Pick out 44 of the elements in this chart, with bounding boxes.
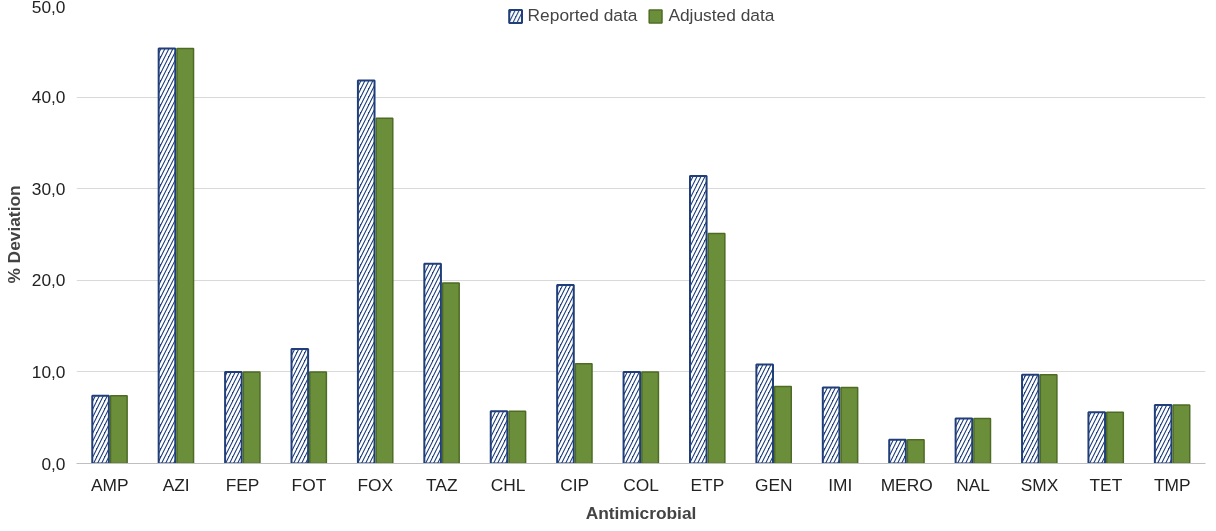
x-tick-label: AMP <box>90 474 129 495</box>
bar <box>441 282 460 464</box>
x-tick-label: FEP <box>225 474 260 495</box>
y-tick-label: 40,0 <box>31 87 66 108</box>
x-tick-label: MERO <box>880 474 933 495</box>
legend-label: Reported data <box>527 5 638 26</box>
x-axis-title: Antimicrobial <box>585 502 697 523</box>
x-tick-label: COL <box>623 474 660 495</box>
bar <box>1172 404 1191 464</box>
y-tick-label: 10,0 <box>31 361 66 382</box>
y-tick-label: 30,0 <box>31 178 66 199</box>
y-axis-title: % Deviation <box>3 185 24 284</box>
bar <box>973 417 992 464</box>
bar <box>574 362 593 464</box>
x-tick-label: CIP <box>560 474 590 495</box>
y-tick-label: 50,0 <box>31 0 66 17</box>
y-tick-label: 20,0 <box>31 270 66 291</box>
bar <box>840 386 859 464</box>
bar <box>109 394 128 464</box>
bar <box>508 410 527 464</box>
x-tick-label: FOT <box>291 474 327 495</box>
bar <box>242 371 261 464</box>
bar <box>707 232 726 464</box>
bar <box>641 371 660 464</box>
x-tick-label: FOX <box>357 474 394 495</box>
x-tick-label: GEN <box>755 474 793 495</box>
x-tick-label: CHL <box>490 474 526 495</box>
bar <box>773 385 793 464</box>
bar <box>906 438 925 464</box>
bar <box>176 47 195 464</box>
bar <box>309 371 328 464</box>
y-tick-label: 0,0 <box>41 453 66 474</box>
x-tick-label: TAZ <box>426 474 458 495</box>
bar <box>375 117 394 464</box>
x-tick-label: SMX <box>1020 474 1059 495</box>
legend-label: Adjusted data <box>668 5 775 26</box>
x-tick-label: IMI <box>828 474 853 495</box>
bar <box>1039 373 1058 464</box>
x-tick-label: ETP <box>690 474 725 495</box>
x-tick-label: TET <box>1089 474 1123 495</box>
x-tick-label: NAL <box>956 474 991 495</box>
x-tick-label: TMP <box>1154 474 1191 495</box>
x-tick-label: AZI <box>162 474 190 495</box>
bar <box>1105 411 1125 464</box>
